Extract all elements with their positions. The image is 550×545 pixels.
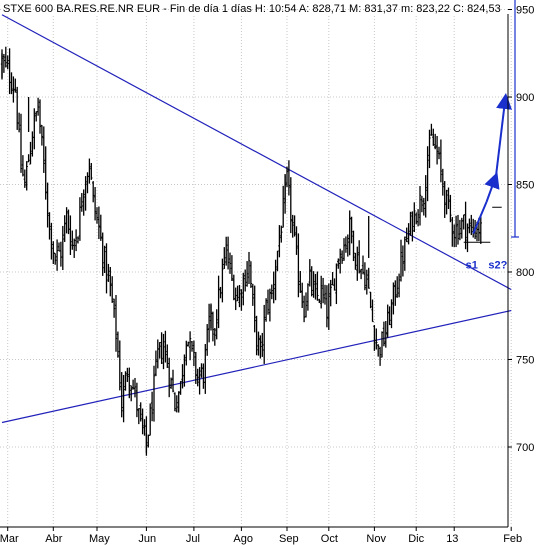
projection-arrow (472, 201, 488, 234)
y-tick-label: 750 (516, 355, 534, 367)
trend-line-lower-support (1, 309, 512, 424)
y-tick-label: 850 (516, 180, 534, 192)
grid-layer (0, 9, 512, 527)
projection-arrow (495, 93, 513, 176)
x-tick-label: Abr (45, 533, 62, 545)
axes: 700 750 800 850 900 950 Mar Abr May Jun Jul Ago Sep O… (0, 5, 534, 545)
x-tick-label: Dic (408, 533, 424, 545)
annotations: s1 s2? (463, 0, 519, 272)
x-tick-label: May (89, 533, 110, 545)
trend-lines (1, 14, 512, 424)
x-tick-label: Ago (233, 533, 253, 545)
annotation-label: s1 (466, 260, 478, 272)
y-tick-label: 700 (516, 442, 534, 454)
y-tick-label: 950 (516, 5, 534, 17)
price-bars (0, 46, 482, 456)
trend-line-upper-resistance (1, 14, 512, 291)
x-tick-label: Mar (0, 533, 19, 545)
chart-header: STXE 600 BA.RES.RE.NR EUR - Fin de día 1… (3, 3, 501, 15)
projection-arrow (484, 171, 500, 203)
y-tick-label: 800 (516, 267, 534, 279)
x-tick-label: 13 (446, 533, 458, 545)
x-tick-label: Oct (321, 533, 338, 545)
x-tick-label: Jun (138, 533, 156, 545)
annotation-label: s2? (488, 260, 507, 272)
x-tick-label: Jul (186, 533, 200, 545)
x-tick-label: Sep (279, 533, 299, 545)
x-tick-label: Nov (366, 533, 386, 545)
x-tick-label: Feb (503, 533, 522, 545)
y-tick-label: 900 (516, 92, 534, 104)
